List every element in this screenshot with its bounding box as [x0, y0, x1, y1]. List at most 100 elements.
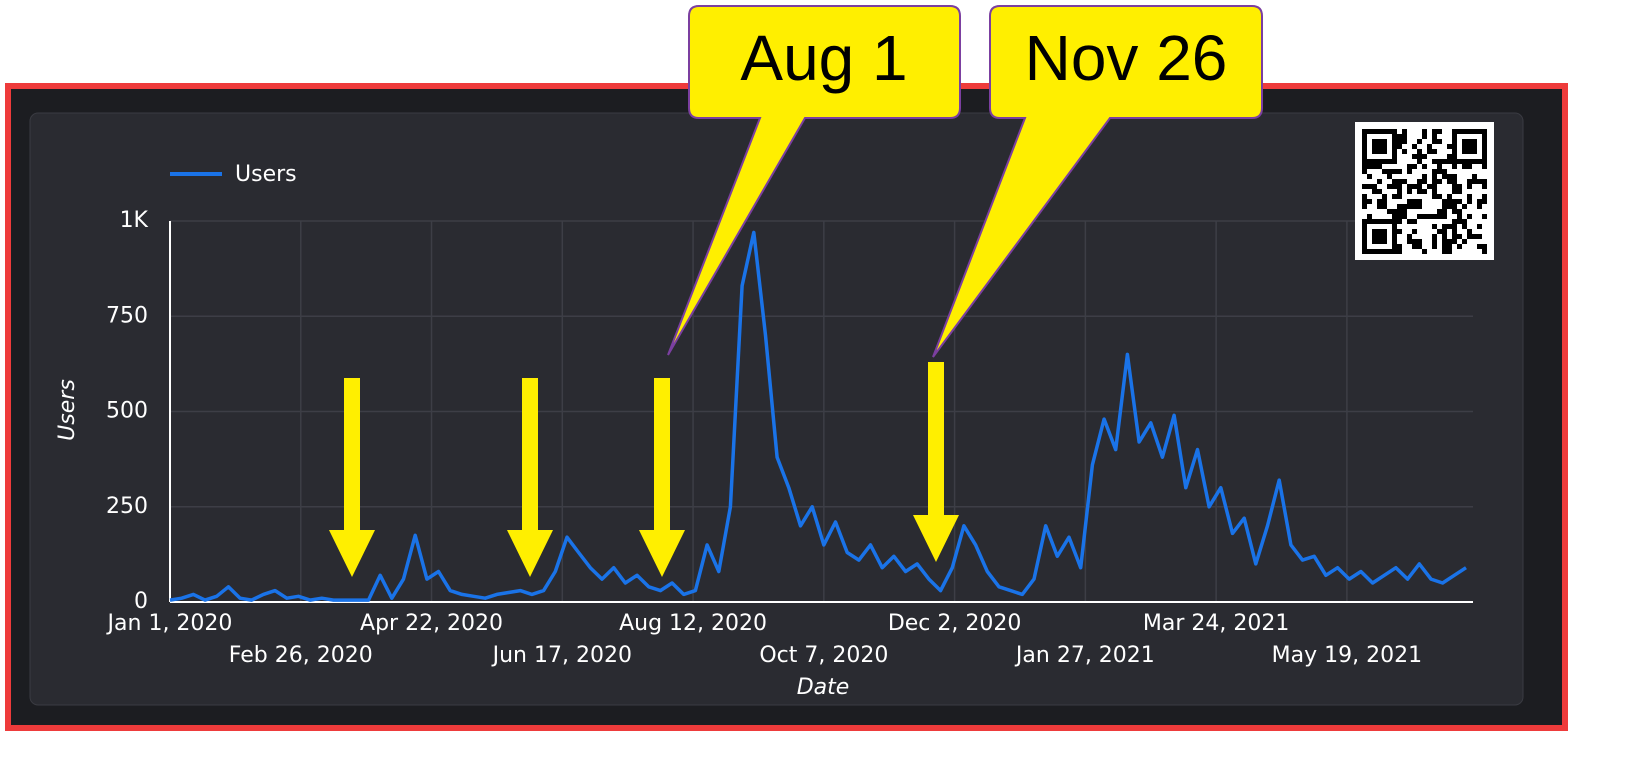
- qr-module: [1397, 209, 1402, 214]
- qr-module: [1362, 224, 1367, 229]
- qr-module: [1462, 139, 1467, 144]
- qr-module: [1442, 214, 1447, 219]
- qr-module: [1382, 229, 1387, 234]
- qr-module: [1392, 219, 1397, 224]
- qr-module: [1392, 229, 1397, 234]
- qr-module: [1382, 239, 1387, 244]
- qr-module: [1437, 179, 1442, 184]
- qr-module: [1417, 159, 1422, 164]
- qr-module: [1407, 199, 1412, 204]
- qr-module: [1432, 224, 1437, 229]
- qr-module: [1387, 159, 1392, 164]
- qr-module: [1437, 169, 1442, 174]
- qr-module: [1467, 194, 1472, 199]
- qr-module: [1422, 189, 1427, 194]
- qr-module: [1482, 214, 1487, 219]
- qr-module: [1442, 234, 1447, 239]
- y-tick-label: 750: [106, 303, 148, 328]
- qr-module: [1447, 194, 1452, 199]
- qr-module: [1362, 199, 1367, 204]
- qr-module: [1452, 234, 1457, 239]
- qr-module: [1397, 169, 1402, 174]
- qr-module: [1362, 239, 1367, 244]
- callout-text: Aug 1: [740, 22, 907, 94]
- arrow: [639, 378, 685, 577]
- qr-module: [1417, 189, 1422, 194]
- qr-module: [1422, 164, 1427, 169]
- qr-module: [1477, 179, 1482, 184]
- qr-module: [1382, 129, 1387, 134]
- x-tick-label: Jun 17, 2020: [491, 643, 632, 668]
- qr-module: [1437, 209, 1442, 214]
- qr-module: [1367, 129, 1372, 134]
- qr-module: [1402, 214, 1407, 219]
- qr-module: [1477, 129, 1482, 134]
- qr-module: [1452, 144, 1457, 149]
- x-tick-label: Dec 2, 2020: [888, 611, 1022, 636]
- qr-module: [1427, 149, 1432, 154]
- qr-module: [1452, 164, 1457, 169]
- qr-module: [1407, 239, 1412, 244]
- qr-module: [1367, 214, 1372, 219]
- qr-module: [1367, 199, 1372, 204]
- qr-module: [1382, 144, 1387, 149]
- qr-module: [1372, 229, 1377, 234]
- qr-module: [1467, 229, 1472, 234]
- qr-module: [1467, 159, 1472, 164]
- qr-module: [1437, 159, 1442, 164]
- qr-module: [1387, 249, 1392, 254]
- qr-module: [1362, 129, 1367, 134]
- qr-module: [1422, 249, 1427, 254]
- qr-module: [1377, 239, 1382, 244]
- qr-module: [1417, 214, 1422, 219]
- callout-text: Nov 26: [1025, 22, 1228, 94]
- qr-module: [1442, 244, 1447, 249]
- qr-module: [1482, 134, 1487, 139]
- qr-module: [1392, 209, 1397, 214]
- qr-module: [1422, 214, 1427, 219]
- qr-module: [1407, 169, 1412, 174]
- qr-module: [1477, 234, 1482, 239]
- qr-module: [1392, 159, 1397, 164]
- qr-module: [1472, 149, 1477, 154]
- qr-module: [1362, 204, 1367, 209]
- qr-module: [1397, 189, 1402, 194]
- qr-module: [1452, 149, 1457, 154]
- qr-module: [1397, 134, 1402, 139]
- x-tick-label: Apr 22, 2020: [360, 611, 503, 636]
- qr-module: [1482, 194, 1487, 199]
- qr-module: [1432, 169, 1437, 174]
- qr-module: [1452, 239, 1457, 244]
- qr-module: [1377, 149, 1382, 154]
- qr-module: [1402, 139, 1407, 144]
- qr-module: [1402, 209, 1407, 214]
- qr-module: [1432, 194, 1437, 199]
- qr-module: [1482, 199, 1487, 204]
- qr-module: [1457, 244, 1462, 249]
- qr-module: [1452, 219, 1457, 224]
- qr-module: [1482, 139, 1487, 144]
- qr-module: [1367, 174, 1372, 179]
- qr-module: [1437, 164, 1442, 169]
- qr-module: [1452, 134, 1457, 139]
- qr-module: [1392, 184, 1397, 189]
- qr-module: [1437, 194, 1442, 199]
- qr-module: [1372, 189, 1377, 194]
- qr-module: [1412, 219, 1417, 224]
- qr-module: [1372, 234, 1377, 239]
- qr-module: [1442, 174, 1447, 179]
- qr-module: [1407, 234, 1412, 239]
- qr-module: [1362, 244, 1367, 249]
- qr-module: [1407, 189, 1412, 194]
- qr-module: [1447, 204, 1452, 209]
- arrows: [329, 362, 959, 577]
- qr-module: [1402, 134, 1407, 139]
- qr-module: [1477, 244, 1482, 249]
- qr-module: [1417, 199, 1422, 204]
- qr-module: [1452, 174, 1457, 179]
- qr-module: [1377, 249, 1382, 254]
- qr-module: [1437, 214, 1442, 219]
- qr-module: [1387, 184, 1392, 189]
- qr-module: [1482, 149, 1487, 154]
- qr-module: [1392, 134, 1397, 139]
